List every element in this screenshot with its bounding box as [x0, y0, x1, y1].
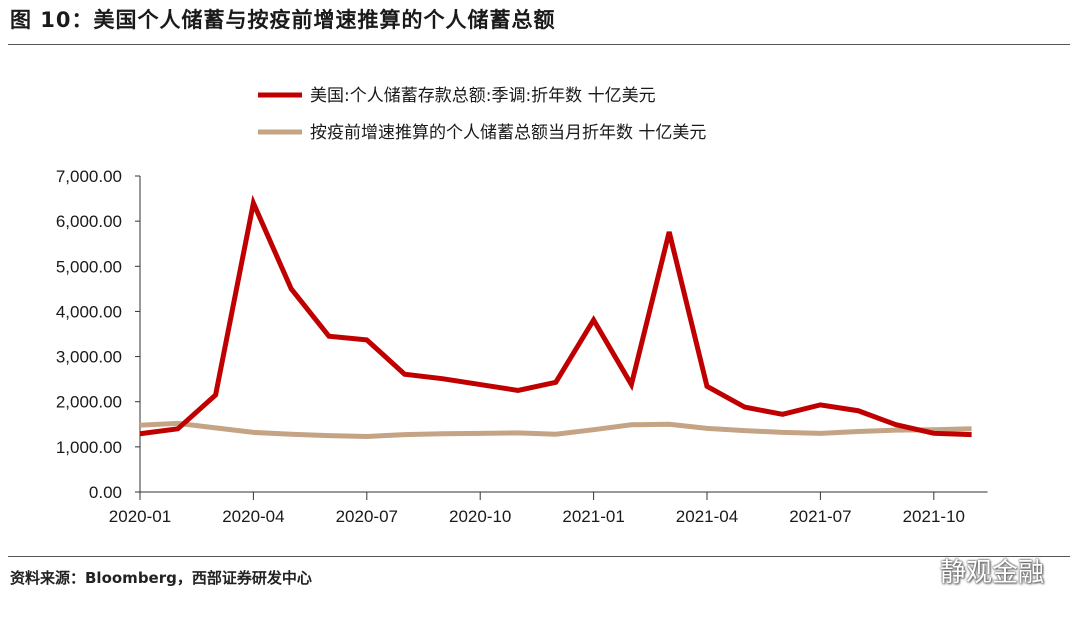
- x-tick-label: 2021-07: [789, 507, 851, 526]
- x-tick-label: 2020-07: [336, 507, 398, 526]
- y-tick-label: 7,000.00: [56, 167, 122, 186]
- y-tick-label: 1,000.00: [56, 438, 122, 457]
- y-tick-label: 5,000.00: [56, 257, 122, 276]
- legend-label-2: 按疫前增速推算的个人储蓄总额当月折年数 十亿美元: [310, 123, 706, 143]
- y-axis: 0.00 1,000.00 2,000.00 3,000.00 4,000.00 5,00…: [56, 167, 141, 502]
- watermark-text: 静观金融: [940, 558, 1045, 588]
- y-tick-label: 3,000.00: [56, 348, 122, 367]
- chart-legend: 美国:个人储蓄存款总额:季调:折年数 十亿美元按疫前增速推算的个人储蓄总额当月折…: [258, 86, 706, 143]
- x-tick-label: 2021-10: [903, 507, 965, 526]
- x-tick-label: 2021-01: [562, 507, 624, 526]
- figure-title: 图 10：美国个人储蓄与按疫前增速推算的个人储蓄总额: [10, 8, 556, 32]
- wechat-icon: [899, 557, 933, 583]
- x-tick-label: 2020-04: [222, 507, 284, 526]
- series-layer: [139, 194, 972, 439]
- bottom-rule: [8, 556, 1070, 557]
- watermark: 静观金融: [898, 552, 1044, 589]
- y-tick-label: 0.00: [89, 483, 122, 502]
- y-tick-label: 6,000.00: [56, 212, 122, 231]
- legend-label-1: 美国:个人储蓄存款总额:季调:折年数 十亿美元: [310, 86, 656, 106]
- series-line-1: [139, 194, 972, 438]
- y-tick-label: 4,000.00: [56, 302, 122, 321]
- x-tick-label: 2021-04: [676, 507, 738, 526]
- line-chart: 美国:个人储蓄存款总额:季调:折年数 十亿美元按疫前增速推算的个人储蓄总额当月折…: [56, 86, 988, 526]
- source-note: 资料来源：Bloomberg，西部证券研发中心: [10, 569, 312, 587]
- series-line-2: [139, 420, 972, 439]
- y-tick-label: 2,000.00: [56, 393, 122, 412]
- x-axis: 2020-01 2020-04 2020-07 2020-10 2021-01 2021-…: [109, 491, 988, 526]
- x-tick-label: 2020-01: [109, 507, 171, 526]
- top-rule: [8, 44, 1070, 45]
- x-tick-label: 2020-10: [449, 507, 511, 526]
